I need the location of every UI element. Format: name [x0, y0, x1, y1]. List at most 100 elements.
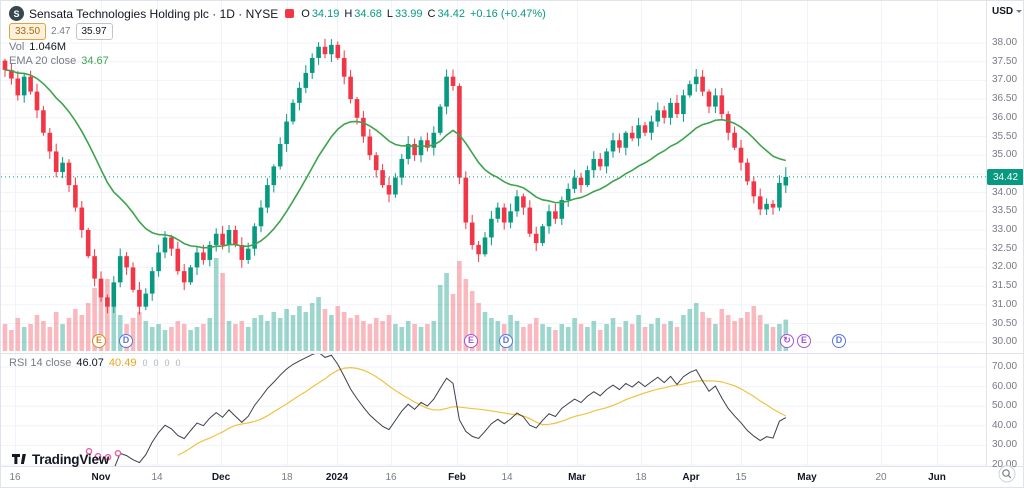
candle — [277, 143, 283, 167]
change-value: +0.16 (+0.47%) — [469, 7, 546, 20]
candle — [303, 72, 309, 88]
candle — [137, 289, 142, 307]
candle — [687, 84, 693, 96]
candle — [642, 125, 648, 133]
candle — [706, 91, 712, 107]
candle — [418, 140, 424, 156]
candle — [489, 218, 494, 238]
currency-selector[interactable]: USD — [992, 6, 1023, 17]
event-badge-earnings[interactable]: E — [92, 334, 106, 348]
rsi-divergence-dot — [94, 452, 102, 460]
volume-bar — [425, 324, 430, 351]
volume-bar — [649, 324, 654, 351]
close-value: 34.42 — [437, 7, 465, 20]
magnifier-button[interactable] — [998, 465, 1016, 483]
event-badge-earnings[interactable]: E — [797, 334, 811, 348]
candle — [233, 230, 238, 245]
tradingview-logo[interactable]: TradingView — [11, 451, 109, 467]
rsi-tick: 50.00 — [992, 400, 1018, 412]
volume-bar — [354, 315, 360, 351]
candle — [565, 188, 571, 201]
current-price-label: 34.42 — [987, 169, 1023, 185]
volume-bar — [220, 273, 225, 351]
volume-bar — [117, 315, 123, 351]
time-tick: 20 — [875, 472, 887, 483]
event-badge-refresh[interactable]: ↻ — [780, 334, 794, 348]
price-axis[interactable]: 38.0037.5037.0036.5036.0035.5035.0034.50… — [986, 1, 1023, 470]
volume-bar — [700, 312, 705, 351]
candle — [335, 44, 341, 58]
time-axis[interactable]: 16 Nov 14 Dec 18 2024 16 Feb 14 Mar 18 Apr 15 May 20 Ju… — [1, 467, 1023, 487]
volume-layer — [2, 258, 789, 351]
volume-bar — [201, 324, 206, 351]
volume-bar — [21, 327, 27, 351]
volume-bar — [181, 324, 187, 351]
candle — [53, 151, 59, 173]
event-badge-dividend[interactable]: D — [499, 334, 513, 348]
candle — [290, 102, 296, 122]
candle — [636, 125, 641, 139]
market-status-icon[interactable] — [285, 9, 295, 18]
volume-bar — [732, 321, 737, 351]
volume-bar — [565, 327, 571, 351]
volume-bar — [553, 330, 558, 351]
candle — [79, 207, 85, 230]
ema-legend[interactable]: EMA 20 close 34.67 — [9, 55, 109, 67]
price-tick: 33.50 — [992, 205, 1018, 217]
range-low-badge[interactable]: 33.50 — [9, 23, 47, 40]
volume-bar — [725, 315, 731, 351]
volume-bar — [770, 327, 776, 351]
volume-bar — [745, 312, 750, 351]
candle — [770, 203, 776, 208]
volume-bar — [111, 306, 117, 351]
volume-bar — [463, 279, 469, 351]
candle — [156, 252, 161, 272]
candle — [521, 196, 526, 208]
price-tick: 30.50 — [992, 317, 1018, 329]
event-badge-dividend[interactable]: D — [119, 334, 133, 348]
range-high-badge[interactable]: 35.97 — [75, 23, 113, 40]
volume-bar — [469, 291, 475, 351]
grid-layer — [1, 1, 986, 466]
candle — [329, 44, 334, 55]
volume-bar — [610, 318, 616, 351]
symbol-title[interactable]: Sensata Technologies Holding plc · 1D · … — [29, 6, 279, 21]
low-value: 33.99 — [394, 7, 423, 20]
event-badge-earnings[interactable]: E — [464, 334, 478, 348]
candle — [188, 267, 193, 283]
time-tick: 14 — [151, 472, 163, 483]
candle — [239, 244, 245, 260]
rsi-legend[interactable]: RSI 14 close 46.07 40.49 0 0 0 0 — [9, 357, 181, 369]
volume-bar — [687, 309, 693, 351]
volume-bar — [559, 324, 565, 351]
candle — [271, 166, 277, 186]
rsi-line — [114, 354, 787, 466]
volume-bar — [143, 321, 149, 351]
volume-bar — [41, 321, 46, 351]
event-badge-dividend[interactable]: D — [832, 334, 846, 348]
price-tick: 32.00 — [992, 261, 1018, 273]
candle — [21, 76, 27, 96]
volume-legend[interactable]: Vol 1.046M — [9, 41, 66, 53]
candle — [258, 207, 264, 227]
volume-bar — [245, 327, 251, 351]
volume-bar — [213, 258, 219, 351]
price-tick: 35.50 — [992, 130, 1018, 142]
volume-bar — [655, 318, 661, 351]
time-tick: 18 — [635, 472, 647, 483]
candle — [693, 76, 699, 85]
volume-bar — [399, 327, 405, 351]
candle — [412, 143, 417, 156]
price-tick: 35.00 — [992, 149, 1018, 161]
volume-bar — [533, 318, 539, 351]
volume-bar — [572, 318, 577, 351]
time-tick: 15 — [735, 472, 747, 483]
candle — [469, 222, 475, 245]
candle — [444, 76, 449, 107]
candle — [540, 226, 545, 244]
candle — [194, 252, 200, 268]
candle — [60, 162, 65, 173]
candle — [309, 57, 315, 73]
volume-bar — [495, 321, 501, 351]
